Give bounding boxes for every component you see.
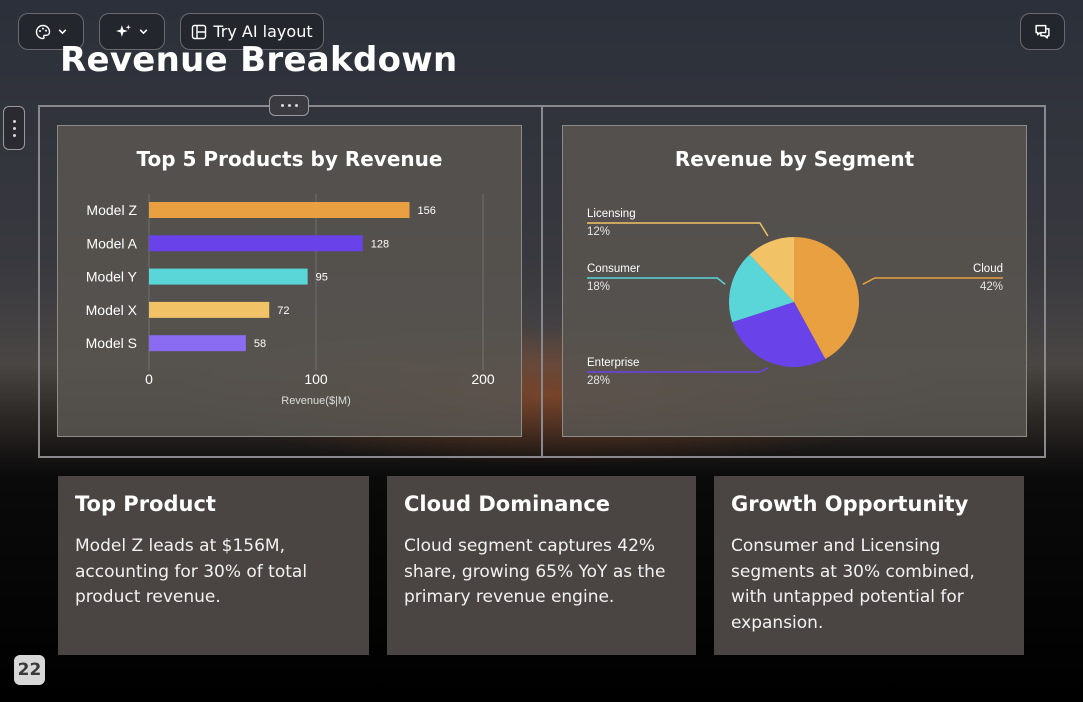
- insight-body: Cloud segment captures 42% share, growin…: [404, 536, 666, 607]
- x-tick-label: 100: [304, 371, 328, 387]
- palette-icon: [35, 24, 50, 39]
- insight-title: Growth Opportunity: [731, 492, 969, 516]
- bar-chart-card[interactable]: Top 5 Products by Revenue 0 100 200 Model Z…: [57, 125, 522, 437]
- pie-leader-line: [862, 277, 1003, 286]
- pie-segment-label: Enterprise: [587, 357, 639, 369]
- bar-value-label: 58: [254, 338, 266, 350]
- insight-card-cloud-dominance[interactable]: Cloud Dominance Cloud segment captures 4…: [387, 476, 696, 655]
- insight-card-growth-opportunity[interactable]: Growth Opportunity Consumer and Licensin…: [714, 476, 1024, 655]
- pie-chart-title: Revenue by Segment: [674, 147, 915, 171]
- x-tick-label: 200: [471, 371, 495, 387]
- category-label: Model S: [86, 335, 137, 351]
- slide-title[interactable]: Revenue Breakdown: [60, 40, 458, 80]
- bar: [149, 301, 270, 318]
- pie-slice: [794, 237, 859, 359]
- pie-percent-label: 12%: [587, 226, 610, 238]
- chevron-down-icon: [58, 29, 66, 35]
- bar: [149, 235, 363, 252]
- pie-percent-label: 28%: [587, 375, 610, 387]
- try-ai-layout-label: Try AI layout: [213, 22, 313, 41]
- pie-leader-line: [587, 222, 769, 237]
- bar-value-label: 156: [418, 205, 436, 217]
- pie-segment-label: Licensing: [587, 208, 636, 220]
- insight-card-top-product[interactable]: Top Product Model Z leads at $156M, acco…: [58, 476, 369, 655]
- pie-segment-label: Consumer: [587, 263, 640, 275]
- bar-value-label: 72: [277, 305, 289, 317]
- pie-chart: Cloud 42% Enterprise 28% Consumer 18% Licensin…: [587, 208, 1003, 387]
- pie-leader-line: [587, 277, 726, 285]
- pie-leader-line: [587, 367, 769, 373]
- comments-button[interactable]: [1020, 13, 1065, 50]
- bar-value-label: 128: [371, 238, 389, 250]
- pie-segment-label: Cloud: [973, 263, 1003, 275]
- try-ai-layout-button[interactable]: Try AI layout: [180, 13, 324, 50]
- category-label: Model Z: [86, 202, 137, 218]
- pie-percent-label: 42%: [980, 281, 1003, 293]
- column-drag-handle[interactable]: [269, 95, 309, 116]
- insight-title: Top Product: [75, 492, 216, 516]
- row-drag-handle[interactable]: [3, 106, 25, 150]
- ai-magic-button[interactable]: [99, 13, 165, 50]
- insight-body: Consumer and Licensing segments at 30% c…: [731, 536, 975, 633]
- sparkles-icon: [116, 24, 131, 37]
- chat-icon: [1035, 24, 1050, 39]
- category-label: Model Y: [86, 269, 138, 285]
- bar: [149, 202, 410, 218]
- insight-title: Cloud Dominance: [404, 492, 611, 516]
- pie-percent-label: 18%: [587, 281, 610, 293]
- x-tick-label: 0: [145, 371, 153, 387]
- bar: [149, 268, 308, 285]
- theme-button[interactable]: [18, 13, 84, 50]
- pie-slice: [729, 254, 794, 323]
- category-label: Model A: [86, 235, 137, 251]
- x-axis-label: Revenue($|M): [281, 395, 351, 407]
- bar: [149, 335, 246, 352]
- pie-slice: [749, 237, 794, 302]
- pie-chart-card[interactable]: Revenue by Segment Cloud 42% Enterprise 28%…: [562, 125, 1027, 437]
- layout-icon: [192, 24, 207, 39]
- pie-slice: [732, 302, 826, 367]
- bar-chart-title: Top 5 Products by Revenue: [136, 147, 443, 171]
- chevron-down-icon: [139, 29, 148, 35]
- page-number-badge[interactable]: 22: [14, 655, 45, 685]
- bar-chart: 0 100 200 Model Z 156 Model A 128 Model Y 95 Mode…: [86, 194, 495, 407]
- bar-value-label: 95: [316, 272, 328, 284]
- category-label: Model X: [86, 302, 138, 318]
- frame-divider: [541, 105, 543, 458]
- insight-body: Model Z leads at $156M, accounting for 3…: [75, 536, 308, 607]
